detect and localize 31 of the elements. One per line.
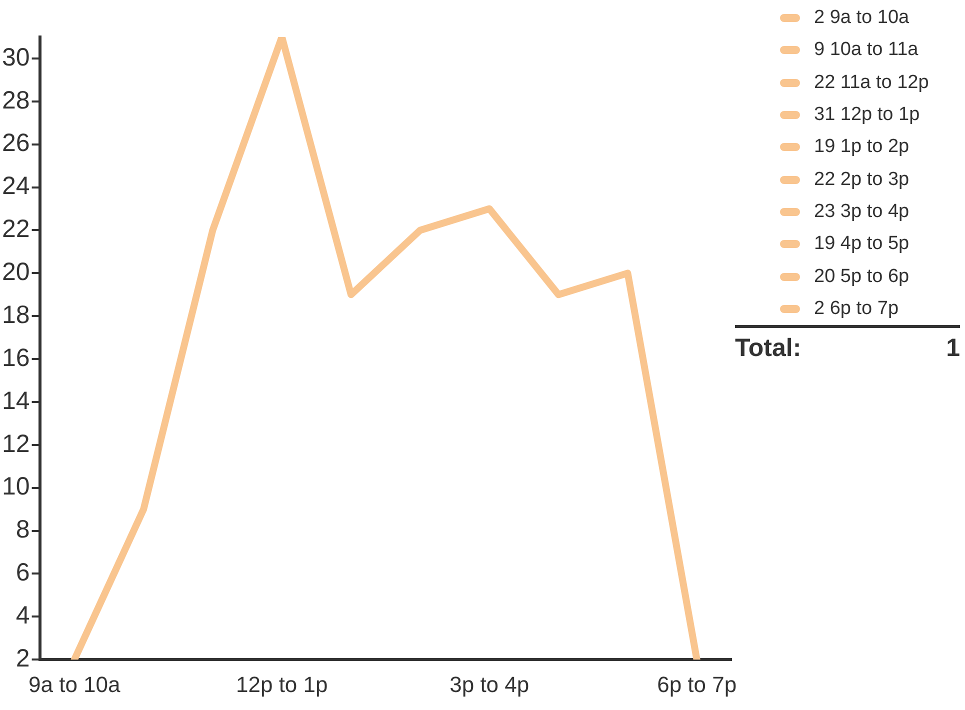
x-tick-label: 9a to 10a: [28, 672, 122, 697]
y-tick-label: 20: [2, 258, 30, 286]
text: 22 11a to 12p: [814, 72, 929, 94]
y-tick-label: 22: [2, 215, 30, 244]
y-tick-label: 14: [2, 386, 30, 415]
y-tick-label: 18: [2, 300, 30, 329]
text: 31 12p to 1p: [814, 104, 920, 126]
text: 22 2p to 3p: [814, 168, 910, 191]
text: 1: [946, 334, 960, 363]
text: 2 6p to 7p: [814, 298, 899, 320]
y-tick-label: 30: [2, 43, 30, 72]
y-tick-label: 26: [2, 129, 30, 158]
y-tick-label: 6: [16, 558, 30, 587]
x-tick-label: 12p to 1p: [236, 672, 328, 697]
text: 2 9a to 10a: [814, 7, 910, 30]
text: 23 3p to 4p: [814, 200, 910, 223]
text: 9 10a to 11a: [814, 39, 918, 62]
y-tick-label: 2: [16, 644, 30, 672]
text: 19 4p to 5p: [814, 233, 910, 256]
text: 19 1p to 2p: [814, 136, 910, 158]
y-tick-label: 24: [2, 172, 30, 200]
text: 20 5p to 6p: [814, 266, 910, 288]
y-tick-label: 8: [16, 516, 30, 544]
text: Total:: [735, 334, 802, 363]
y-tick-label: 4: [16, 602, 30, 630]
y-tick-label: 28: [2, 86, 30, 114]
x-tick-label: 6p to 7p: [657, 672, 737, 697]
y-tick-label: 10: [2, 472, 30, 501]
x-tick-label: 3p to 4p: [450, 672, 530, 697]
y-tick-label: 16: [2, 344, 30, 372]
y-tick-label: 12: [2, 430, 30, 458]
